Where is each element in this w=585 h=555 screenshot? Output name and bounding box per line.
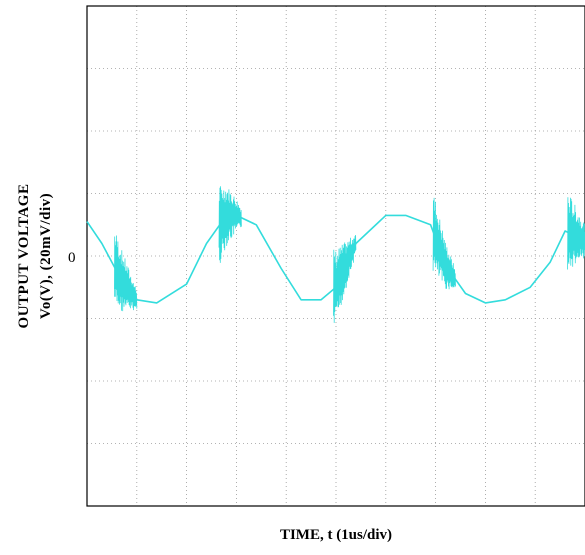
y-tick-label-zero: 0: [68, 250, 76, 266]
plot-frame: [86, 5, 585, 507]
y-axis-label-line1: OUTPUT VOLTAGE: [16, 184, 32, 329]
y-axis-label-line2: Vo(V), (20mV/div): [38, 193, 54, 319]
trace-layer: [86, 186, 585, 323]
output-voltage-trace: [86, 214, 585, 304]
switching-noise-bursts: [114, 186, 585, 323]
x-axis-label: TIME, t (1us/div): [280, 527, 392, 543]
